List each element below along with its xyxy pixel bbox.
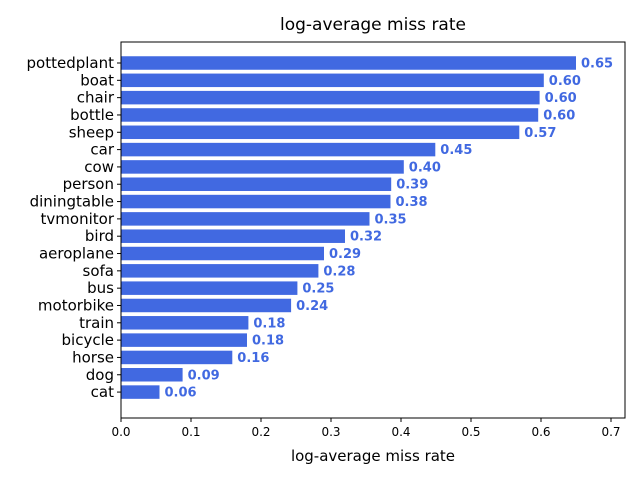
value-label: 0.32 [350, 230, 382, 245]
category-label: sofa [83, 262, 114, 280]
category-label: dog [86, 366, 114, 384]
category-label: horse [72, 348, 114, 366]
bar-bicycle [121, 333, 247, 347]
x-tick-label: 0.6 [531, 425, 550, 439]
x-axis-label: log-average miss rate [291, 447, 455, 465]
bar-bus [121, 281, 298, 295]
x-axis-ticks: 0.0 0.1 0.2 0.3 0.4 0.5 0.6 0.7 [111, 62, 621, 439]
value-label: 0.18 [252, 334, 284, 349]
bar-bottle [121, 108, 539, 122]
value-label: 0.57 [524, 126, 556, 141]
category-label: motorbike [38, 296, 114, 314]
category-label: diningtable [30, 193, 114, 211]
bar-sofa [121, 264, 319, 278]
value-label: 0.09 [188, 368, 220, 383]
category-label: pottedplant [27, 54, 115, 72]
category-label: cat [91, 383, 114, 401]
category-label: train [79, 314, 114, 332]
bar-tvmonitor [121, 212, 370, 226]
bar-pottedplant [121, 56, 576, 70]
bar-chair [121, 90, 540, 105]
bar-car [121, 142, 436, 157]
value-label: 0.06 [165, 386, 197, 401]
bar-cow [121, 160, 404, 174]
x-tick-label: 0.1 [181, 425, 200, 439]
bar-boat [121, 73, 544, 88]
category-label: bus [87, 279, 114, 297]
value-label: 0.60 [543, 108, 575, 123]
bar-sheep [121, 125, 520, 140]
value-label: 0.18 [253, 316, 285, 331]
x-tick-label: 0.0 [111, 425, 130, 439]
value-label: 0.60 [545, 91, 577, 106]
value-label: 0.28 [323, 264, 355, 279]
x-tick-label: 0.7 [601, 425, 620, 439]
value-label: 0.35 [375, 212, 407, 227]
bar-diningtable [121, 194, 391, 209]
value-label: 0.25 [302, 282, 334, 297]
bar-cat [121, 385, 160, 399]
category-label: car [90, 141, 114, 159]
value-label: 0.39 [396, 178, 428, 193]
category-label: bicycle [62, 331, 114, 349]
bars-layer [121, 56, 576, 399]
bar-motorbike [121, 298, 292, 313]
category-label: tvmonitor [41, 210, 115, 228]
value-label: 0.45 [440, 143, 472, 158]
category-label: person [63, 175, 114, 193]
value-label: 0.40 [409, 160, 441, 175]
bar-bird [121, 229, 345, 243]
category-label: bird [85, 227, 114, 245]
value-label: 0.16 [237, 351, 269, 366]
bar-person [121, 177, 392, 191]
labels-layer: pottedplant 0.65 boat 0.60 chair 0.60 bottle 0.… [27, 54, 614, 401]
x-tick-label: 0.5 [461, 425, 480, 439]
value-label: 0.24 [296, 299, 328, 314]
value-label: 0.65 [581, 57, 613, 72]
category-label: chair [77, 89, 115, 107]
plot-frame [120, 41, 626, 419]
bar-dog [121, 368, 183, 382]
x-tick-label: 0.2 [251, 425, 270, 439]
x-tick-label: 0.3 [321, 425, 340, 439]
chart-title: log-average miss rate [280, 15, 466, 35]
value-label: 0.29 [329, 247, 361, 262]
value-label: 0.38 [396, 195, 428, 210]
category-label: cow [84, 158, 114, 176]
bar-horse [121, 350, 233, 365]
bar-aeroplane [121, 246, 324, 261]
category-label: boat [80, 71, 114, 89]
value-label: 0.60 [549, 74, 581, 89]
bar-train [121, 316, 249, 330]
category-label: bottle [70, 106, 114, 124]
category-label: aeroplane [39, 245, 114, 263]
x-tick-label: 0.4 [391, 425, 410, 439]
category-label: sheep [69, 123, 114, 141]
